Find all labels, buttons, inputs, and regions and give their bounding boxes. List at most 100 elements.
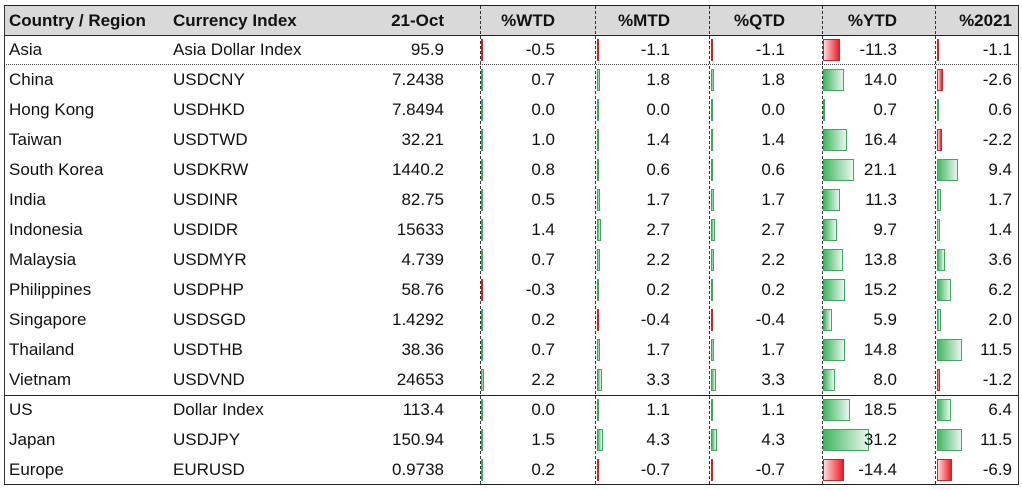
ytd-cell: 5.9: [873, 310, 897, 329]
bottom-border: [4, 484, 1019, 485]
qtd-cell: 1.7: [761, 340, 785, 359]
column-divider: [595, 6, 596, 484]
qtd-databar: [711, 219, 716, 241]
ytd-databar: [823, 189, 840, 211]
ytd-databar: [823, 279, 846, 301]
qtd-databar: [711, 429, 718, 451]
mtd-cell: 0.2: [646, 280, 670, 299]
ytd-databar: [823, 309, 832, 331]
column-divider: [480, 6, 481, 484]
country-cell: India: [9, 190, 46, 209]
value-cell: 38.36: [401, 340, 444, 359]
header-divider: [4, 35, 1019, 36]
value-cell: 7.2438: [392, 70, 444, 89]
ytd-cell: 0.7: [873, 100, 897, 119]
y2021-cell: 11.5: [980, 340, 1012, 359]
ytd-databar: [823, 99, 825, 121]
wtd-databar: [481, 129, 483, 151]
value-cell: 24653: [396, 370, 444, 389]
right-border: [1018, 6, 1019, 484]
currency-cell: Dollar Index: [173, 400, 264, 419]
value-cell: 58.76: [401, 280, 444, 299]
qtd-databar: [711, 39, 713, 61]
currency-cell: USDKRW: [173, 160, 249, 179]
ytd-cell: 15.2: [863, 280, 897, 299]
currency-cell: USDINR: [173, 190, 239, 209]
ytd-cell: 13.8: [863, 250, 897, 269]
currency-cell: USDMYR: [173, 250, 247, 269]
country-cell: Asia: [9, 40, 43, 59]
currency-cell: USDPHP: [173, 280, 244, 299]
mtd-databar: [597, 189, 600, 211]
wtd-databar: [481, 219, 484, 241]
value-cell: 7.8494: [392, 100, 444, 119]
wtd-databar: [481, 99, 483, 121]
wtd-cell: 0.0: [531, 400, 555, 419]
mtd-databar: [597, 429, 604, 451]
wtd-databar: [481, 399, 483, 421]
qtd-cell: 1.8: [761, 70, 785, 89]
column-divider: [935, 6, 936, 484]
value-cell: 95.9: [410, 40, 444, 59]
ytd-cell: 18.5: [863, 400, 897, 419]
ytd-databar: [823, 339, 845, 361]
wtd-databar: [481, 459, 483, 481]
wtd-databar: [481, 279, 483, 301]
value-cell: 113.4: [402, 400, 444, 419]
currency-cell: USDSGD: [173, 310, 246, 329]
mtd-cell: -1.1: [640, 40, 670, 59]
y2021-databar: [937, 249, 945, 271]
qtd-databar: [711, 99, 713, 121]
header-country: Country / Region: [9, 11, 146, 30]
value-cell: 82.75: [401, 190, 444, 209]
y2021-cell: -2.6: [982, 70, 1012, 89]
country-cell: Vietnam: [9, 370, 72, 389]
y2021-databar: [937, 189, 941, 211]
header-date: 21-Oct: [391, 11, 444, 30]
wtd-cell: 0.2: [531, 310, 555, 329]
wtd-databar: [481, 429, 484, 451]
mtd-cell: -0.7: [640, 460, 670, 479]
country-cell: South Korea: [9, 160, 104, 179]
ytd-cell: -11.3: [859, 40, 898, 59]
y2021-databar: [937, 429, 963, 451]
wtd-cell: 0.2: [531, 460, 555, 479]
mtd-cell: 1.7: [646, 340, 670, 359]
y2021-databar: [937, 369, 940, 391]
currency-cell: USDTWD: [173, 130, 248, 149]
header-ytd: %YTD: [847, 11, 897, 30]
wtd-databar: [481, 309, 483, 331]
ytd-cell: -14.4: [858, 460, 897, 479]
mtd-databar: [597, 369, 602, 391]
wtd-databar: [481, 69, 483, 91]
ytd-cell: 8.0: [873, 370, 897, 389]
ytd-databar: [823, 429, 869, 451]
qtd-cell: 3.3: [761, 370, 785, 389]
currency-cell: Asia Dollar Index: [173, 40, 302, 59]
qtd-databar: [711, 339, 714, 361]
y2021-cell: 9.4: [988, 160, 1012, 179]
qtd-databar: [711, 459, 713, 481]
mtd-cell: 0.6: [646, 160, 670, 179]
mtd-databar: [597, 39, 599, 61]
country-cell: US: [9, 400, 33, 419]
mtd-databar: [597, 129, 600, 151]
ytd-databar: [823, 69, 844, 91]
qtd-cell: -1.1: [755, 40, 785, 59]
header-qtd: %QTD: [734, 11, 785, 30]
currency-cell: USDTHB: [173, 340, 243, 359]
qtd-cell: -0.7: [755, 460, 785, 479]
country-cell: Philippines: [9, 280, 92, 299]
mtd-databar: [597, 99, 599, 121]
y2021-cell: -6.9: [982, 460, 1012, 479]
y2021-cell: -1.1: [982, 40, 1012, 59]
mtd-cell: 1.4: [646, 130, 670, 149]
y2021-cell: 1.7: [988, 190, 1012, 209]
wtd-cell: -0.5: [525, 40, 555, 59]
qtd-databar: [711, 249, 715, 271]
qtd-cell: 2.2: [761, 250, 785, 269]
currency-cell: USDCNY: [173, 70, 245, 89]
header-currency: Currency Index: [173, 11, 297, 30]
country-cell: Malaysia: [9, 250, 77, 269]
left-border: [4, 6, 5, 484]
